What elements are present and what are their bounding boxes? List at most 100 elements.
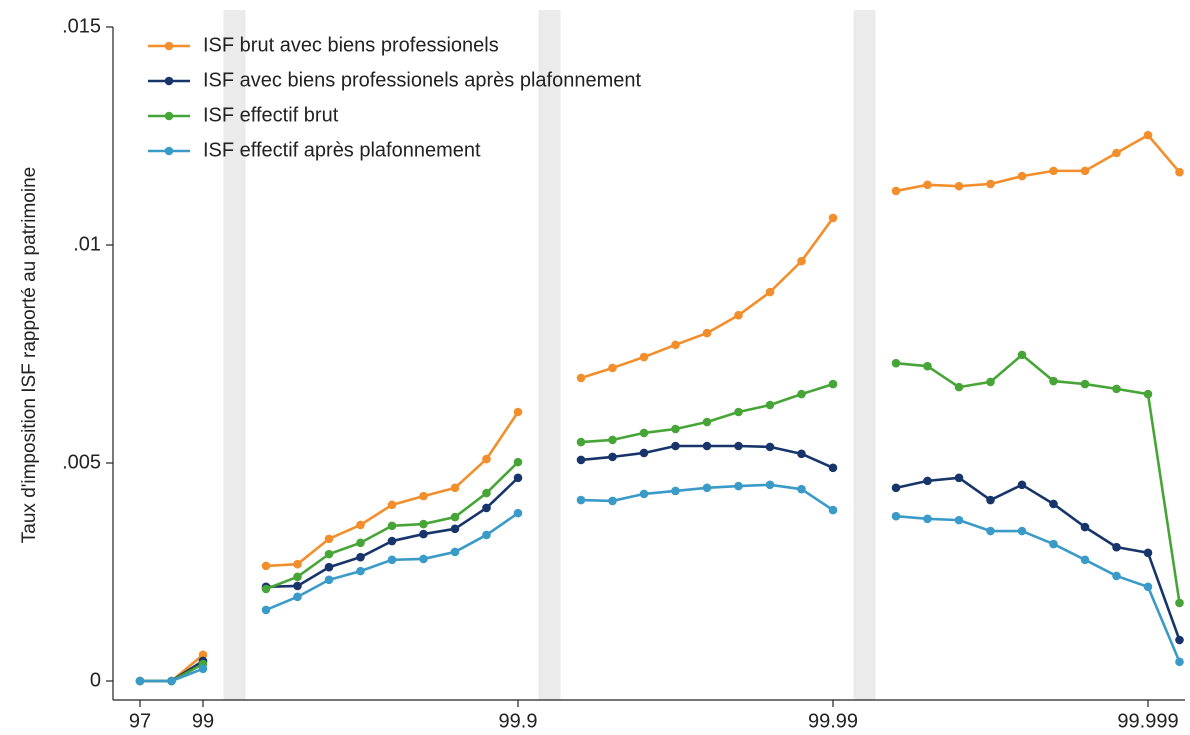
series-point: [1017, 526, 1027, 536]
series-point: [450, 547, 460, 557]
separator-band: [853, 10, 876, 700]
y-tick-label: 0: [90, 669, 101, 691]
series-point: [954, 382, 964, 392]
series-point: [513, 407, 523, 417]
series-point: [608, 452, 617, 462]
series-point: [324, 575, 334, 585]
series-point: [135, 676, 145, 686]
series-point: [293, 581, 302, 591]
series-point: [1112, 384, 1121, 394]
series-point: [356, 552, 365, 562]
series-point: [671, 340, 680, 350]
series-point: [1080, 166, 1090, 176]
series-point: [1017, 171, 1027, 181]
series-point: [702, 417, 712, 427]
x-tick-label: 99.9: [499, 710, 538, 732]
series-point: [734, 310, 743, 320]
series-point: [261, 561, 271, 571]
series-line: [580, 217, 835, 380]
series-point: [513, 473, 523, 483]
series-point: [923, 361, 932, 371]
series-point: [1112, 542, 1121, 552]
series-point: [198, 664, 208, 674]
series-point: [797, 449, 806, 459]
series-point: [198, 650, 208, 660]
legend-label: ISF effectif brut: [203, 104, 339, 126]
legend-dot: [164, 111, 174, 121]
series-point: [167, 676, 176, 686]
series-point: [765, 480, 775, 490]
series-line: [580, 382, 834, 444]
series-point: [702, 328, 712, 338]
series-point: [639, 448, 649, 458]
series-point: [387, 521, 397, 531]
series-point: [671, 441, 680, 451]
series-point: [986, 377, 995, 387]
series-point: [608, 496, 617, 506]
series-point: [1175, 167, 1184, 177]
series-point: [671, 486, 680, 496]
series-point: [1175, 635, 1184, 645]
series-point: [891, 186, 901, 196]
series-point: [954, 473, 964, 483]
series-point: [1143, 582, 1153, 592]
series-point: [324, 534, 334, 544]
series-point: [261, 584, 271, 594]
series-point: [923, 514, 932, 524]
series-point: [797, 389, 806, 399]
series-point: [293, 559, 302, 569]
series-point: [450, 524, 460, 534]
x-tick-label: 99.99: [808, 710, 858, 732]
series-point: [765, 287, 775, 297]
series-point: [828, 213, 838, 223]
series-point: [986, 179, 995, 189]
series-point: [293, 592, 302, 602]
series-point: [828, 379, 838, 389]
series-point: [419, 554, 428, 564]
series-point: [261, 605, 271, 615]
legend-dot: [164, 41, 174, 51]
series-point: [765, 442, 775, 452]
series-point: [482, 454, 491, 464]
series-point: [576, 437, 586, 447]
series-point: [324, 562, 334, 572]
series-point: [797, 256, 806, 266]
legend-label: ISF avec biens professionels après plafo…: [203, 69, 641, 91]
series-point: [734, 481, 743, 491]
series-point: [387, 536, 397, 546]
series-point: [1143, 548, 1153, 558]
series-point: [923, 476, 932, 486]
series-point: [1080, 379, 1090, 389]
separator-band: [538, 10, 561, 700]
series-point: [387, 500, 397, 510]
series-point: [671, 424, 680, 434]
series-point: [356, 520, 365, 530]
series-point: [1017, 350, 1027, 360]
series-point: [639, 352, 649, 362]
series-point: [986, 495, 995, 505]
series-point: [734, 407, 743, 417]
series-point: [482, 488, 491, 498]
series-point: [765, 400, 775, 410]
series-point: [1112, 571, 1121, 581]
series-point: [1049, 539, 1058, 549]
series-point: [1112, 148, 1121, 158]
legend-label: ISF brut avec biens professionels: [203, 34, 499, 56]
series-point: [576, 495, 586, 505]
series-point: [954, 515, 964, 525]
series-point: [734, 441, 743, 451]
series-point: [419, 519, 428, 529]
series-point: [828, 463, 838, 473]
series-point: [293, 572, 302, 582]
x-tick-label: 97: [129, 710, 151, 732]
series-point: [356, 538, 365, 548]
series-point: [450, 483, 460, 493]
series-point: [797, 484, 806, 494]
series-point: [608, 363, 617, 373]
series-point: [608, 435, 617, 445]
series-point: [1175, 657, 1184, 667]
series-point: [639, 489, 649, 499]
y-tick-label: .005: [62, 451, 101, 473]
legend-dot: [164, 146, 174, 156]
series-point: [1175, 598, 1184, 608]
